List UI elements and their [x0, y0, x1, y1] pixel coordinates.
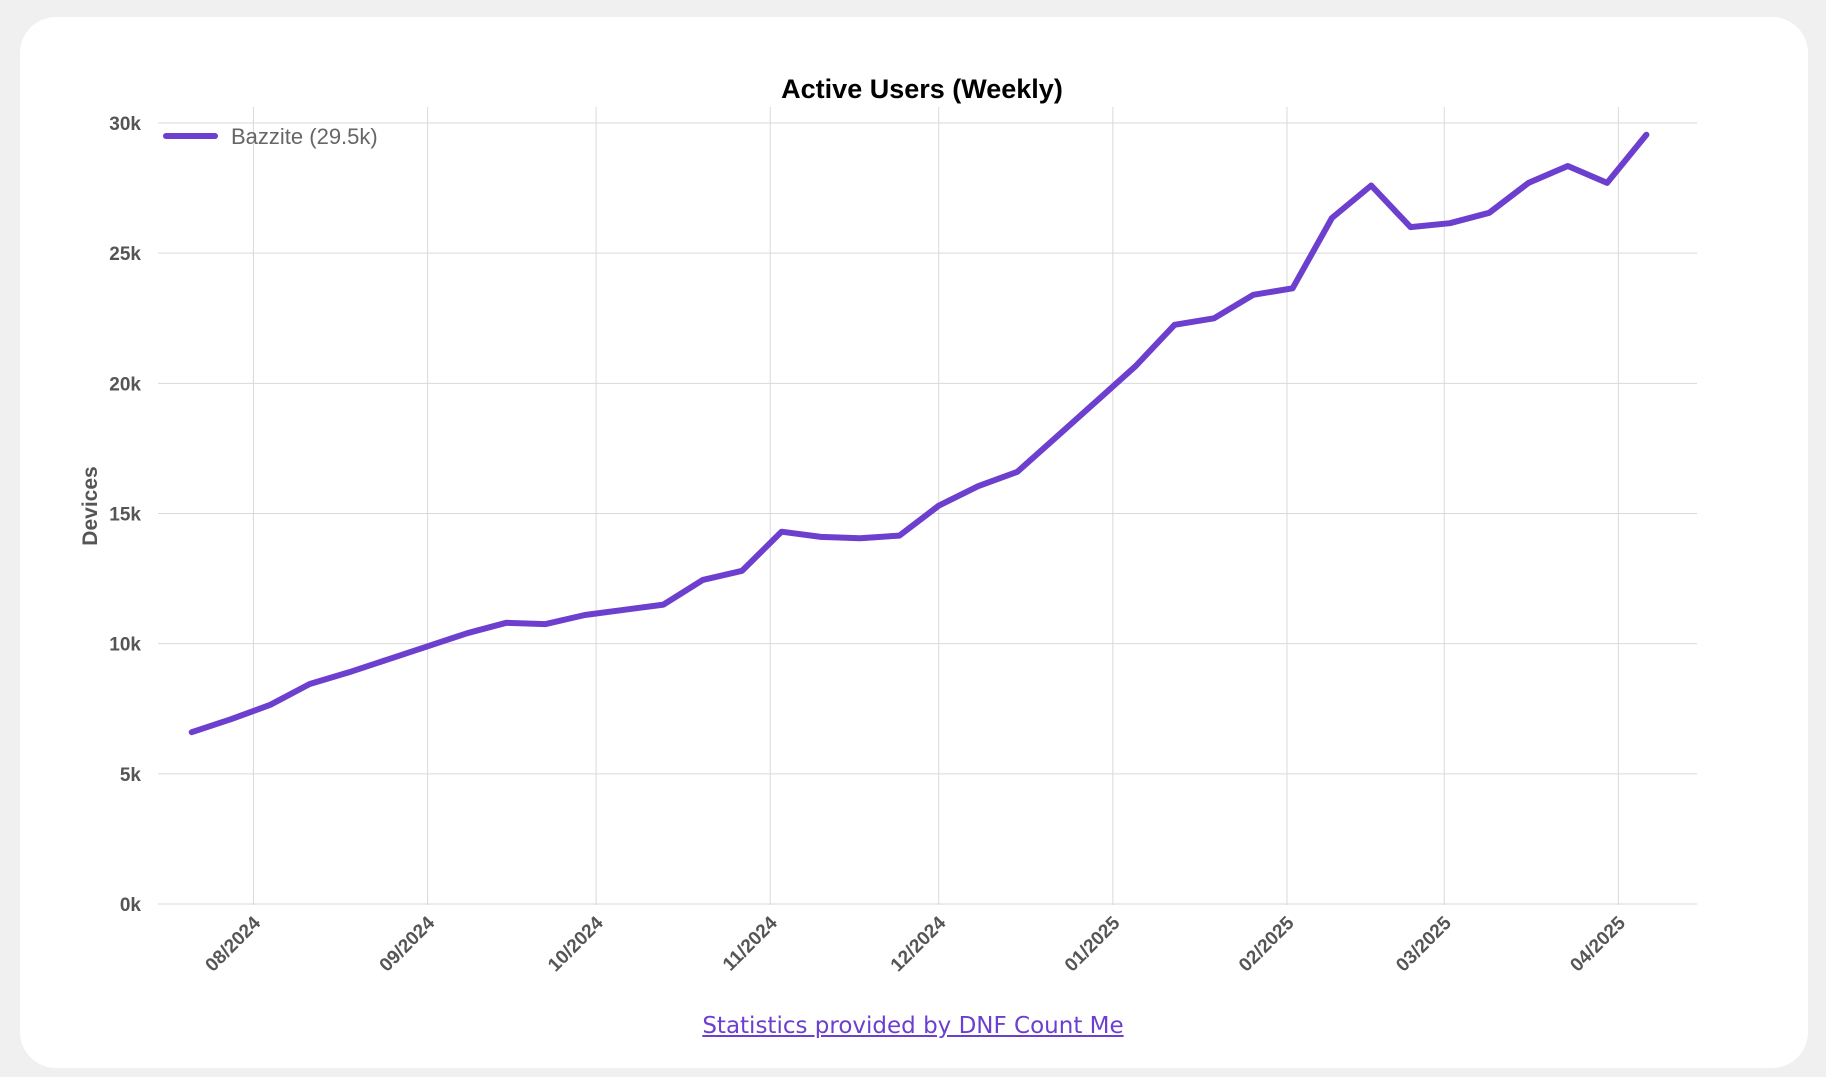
legend-label-bazzite: Bazzite (29.5k) [231, 124, 378, 149]
y-tick-label: 25k [109, 244, 141, 265]
x-tick-label: 01/2025 [1061, 912, 1125, 976]
grid-lines [158, 107, 1697, 905]
y-tick-label: 5k [120, 765, 142, 786]
series-layer [188, 131, 1650, 736]
chart-card [20, 17, 1808, 1068]
x-tick-label: 02/2025 [1235, 912, 1299, 976]
y-tick-label: 10k [109, 635, 141, 656]
x-tick-label: 09/2024 [376, 912, 440, 976]
y-tick-label: 0k [120, 895, 142, 916]
y-tick-label: 15k [109, 505, 141, 526]
y-tick-label: 20k [109, 374, 141, 395]
x-tick-label: 08/2024 [202, 912, 266, 976]
x-tick-label: 12/2024 [887, 912, 951, 976]
dnf-countme-link[interactable]: Statistics provided by DNF Count Me [702, 1013, 1124, 1039]
axis-ticks: 0k 5k 10k 15k 20k 25k 30k 08/2024 09/2024 10/2024… [109, 114, 1630, 976]
series-line-bazzite [188, 131, 1650, 736]
x-tick-label: 11/2024 [719, 912, 782, 975]
x-tick-label: 03/2025 [1392, 912, 1456, 976]
y-tick-label: 30k [109, 114, 141, 135]
chart-title: Active Users (Weekly) [781, 74, 1063, 104]
x-tick-label: 10/2024 [544, 912, 608, 976]
x-tick-label: 04/2025 [1566, 912, 1630, 976]
legend[interactable]: Bazzite (29.5k) [163, 124, 378, 149]
y-axis-label: Devices [79, 466, 102, 545]
